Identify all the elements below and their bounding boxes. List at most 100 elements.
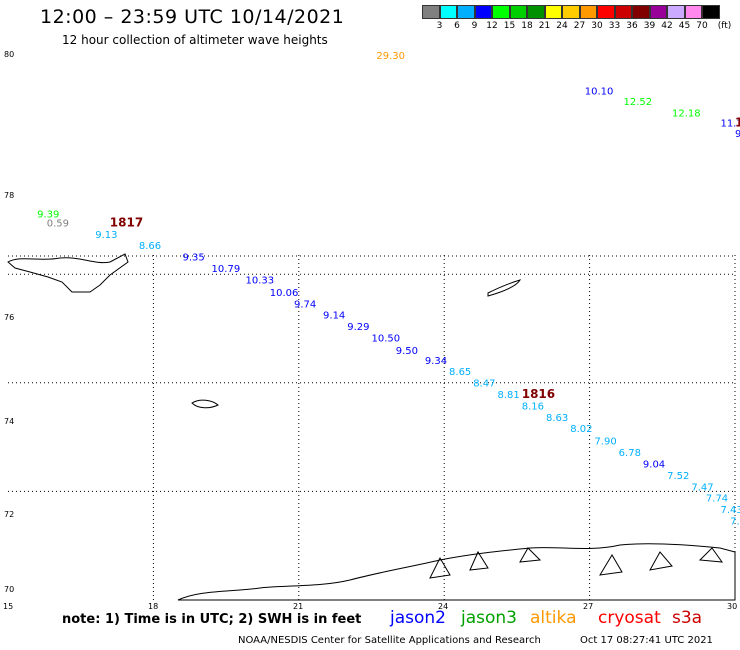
wave-height-label: 9.14	[323, 311, 345, 322]
latitude-label: 76	[4, 313, 14, 322]
page-title: 12:00 – 23:59 UTC 10/14/2021	[40, 6, 345, 28]
longitude-label: 30	[727, 602, 737, 611]
wave-height-label: 9.39	[37, 210, 59, 221]
wave-height-label: 8.66	[139, 241, 161, 252]
color-scale	[422, 5, 720, 19]
scale-label: 45	[678, 21, 691, 31]
wave-height-label: 7.74	[706, 494, 728, 505]
scale-unit: (ft)	[717, 21, 732, 31]
wave-height-label: 9.74	[294, 299, 316, 310]
color-swatch	[422, 5, 440, 19]
color-swatch	[474, 5, 492, 19]
wave-height-label: 10.79	[212, 264, 241, 275]
legend-s3a: s3a	[672, 608, 703, 628]
longitude-label: 15	[3, 602, 13, 611]
color-swatch	[667, 5, 685, 19]
wave-height-label: 29.30	[376, 51, 405, 62]
color-swatch	[492, 5, 510, 19]
latitude-label: 80	[4, 50, 14, 59]
coastline-path	[487, 279, 522, 297]
wave-height-label: 7.43	[720, 505, 740, 516]
scale-label: 27	[573, 21, 586, 31]
wave-height-label: 9.35	[182, 253, 204, 264]
wave-height-label: 12.18	[672, 109, 701, 120]
scale-label: 33	[608, 21, 621, 31]
wave-height-label: 1816	[522, 387, 555, 401]
scale-label: 30	[591, 21, 603, 31]
wave-height-label: 0.59	[47, 218, 69, 229]
scale-label: 24	[556, 21, 568, 31]
wave-height-label: 10.50	[372, 334, 401, 345]
wave-height-label: 10.10	[585, 86, 614, 97]
coastline-path	[599, 554, 623, 576]
scale-label: 15	[503, 21, 516, 31]
color-swatch	[562, 5, 580, 19]
page-subtitle: 12 hour collection of altimeter wave hei…	[62, 33, 328, 47]
coastline-path	[191, 399, 219, 409]
wave-height-label: 8.47	[473, 379, 495, 390]
color-swatch	[509, 5, 527, 19]
wave-height-label: 7.87	[730, 517, 740, 528]
wave-height-label: 7.90	[594, 437, 616, 448]
wave-height-label: 10.06	[270, 288, 299, 299]
generated-timestamp: Oct 17 08:27:41 UTC 2021	[580, 635, 713, 646]
coastline	[7, 253, 736, 601]
latitude-label: 72	[4, 510, 14, 519]
legend-jason2: jason2	[390, 608, 446, 628]
latitude-label: 74	[4, 417, 14, 426]
legend-cryosat: cryosat	[598, 608, 661, 628]
color-swatch	[614, 5, 632, 19]
coastline-path	[469, 550, 489, 571]
longitude-label: 18	[148, 602, 158, 611]
wave-height-label: 7.47	[691, 482, 713, 493]
coastline-path	[698, 547, 724, 563]
color-swatch	[702, 5, 720, 19]
color-swatch	[439, 5, 457, 19]
scale-label: 3	[436, 21, 443, 31]
scale-label: 21	[538, 21, 551, 31]
wave-height-label: 9.50	[396, 346, 418, 357]
longitude-label: 21	[293, 602, 303, 611]
wave-height-label: 11.32	[720, 119, 740, 130]
wave-height-label: 1817	[110, 215, 143, 229]
wave-height-label: 10.33	[245, 275, 274, 286]
wave-height-label: 8.63	[546, 413, 568, 424]
scale-label: 70	[696, 21, 708, 31]
color-swatch	[597, 5, 615, 19]
credit-line: NOAA/NESDIS Center for Satellite Applica…	[238, 635, 541, 646]
scale-label: 6	[454, 21, 460, 31]
coastline-path	[649, 551, 673, 571]
wave-height-label: 7.52	[667, 471, 689, 482]
scale-label: 36	[626, 21, 638, 31]
wave-height-label: 8.65	[449, 367, 471, 378]
color-swatch	[527, 5, 545, 19]
scale-label: 12	[486, 21, 498, 31]
legend-jason3: jason3	[461, 608, 517, 628]
wave-height-label: 9.13	[95, 230, 117, 241]
color-swatch	[457, 5, 475, 19]
latitude-label: 78	[4, 191, 14, 200]
coastline-path	[177, 543, 736, 601]
legend-altika: altika	[530, 608, 577, 628]
scale-label: 9	[471, 21, 478, 31]
longitude-label: 24	[438, 602, 448, 611]
color-swatch	[544, 5, 562, 19]
scale-label: 39	[643, 21, 656, 31]
color-swatch	[649, 5, 667, 19]
wave-height-label: 8.02	[570, 424, 592, 435]
latitude-label: 70	[4, 585, 14, 594]
wave-height-label: 8.16	[522, 401, 544, 412]
graticule	[8, 255, 736, 600]
wave-height-label: 163	[735, 116, 740, 130]
color-swatch	[579, 5, 597, 19]
longitude-label: 27	[583, 602, 593, 611]
coastline-path	[519, 547, 542, 563]
footer-note: note: 1) Time is in UTC; 2) SWH is in fe…	[62, 612, 362, 627]
wave-height-label: 12.52	[624, 97, 653, 108]
wave-height-label: 6.78	[619, 448, 641, 459]
color-swatch	[632, 5, 650, 19]
scale-label: 42	[661, 21, 673, 31]
wave-height-label: 9.04	[643, 460, 665, 471]
scale-label: 18	[521, 21, 533, 31]
